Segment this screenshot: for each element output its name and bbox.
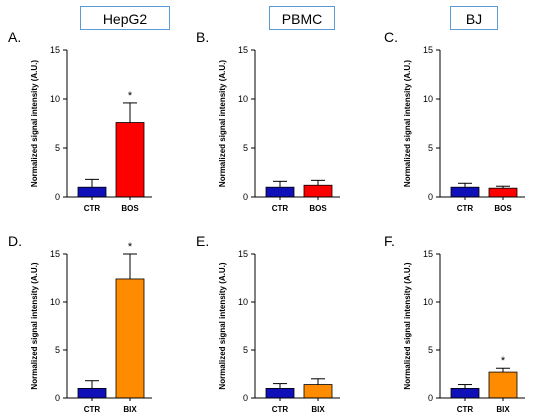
y-tick-label: 10 bbox=[50, 94, 60, 104]
y-tick-label: 10 bbox=[238, 94, 248, 104]
bar bbox=[488, 371, 518, 399]
y-tick-label: 10 bbox=[50, 297, 60, 307]
x-tick-label: BOS bbox=[121, 204, 139, 213]
y-tick-label: 5 bbox=[428, 345, 433, 355]
y-tick-label: 5 bbox=[243, 143, 248, 153]
y-axis-title: Normalized signal intensity (A.U.) bbox=[218, 60, 227, 187]
y-tick-label: 5 bbox=[428, 143, 433, 153]
y-tick-label: 15 bbox=[423, 249, 433, 259]
significance-marker: * bbox=[128, 241, 133, 253]
y-tick-label: 10 bbox=[238, 297, 248, 307]
x-tick-label: CTR bbox=[457, 405, 474, 414]
y-tick-label: 15 bbox=[50, 249, 60, 259]
panel-label: C. bbox=[384, 29, 398, 45]
x-tick-label: CTR bbox=[272, 204, 289, 213]
y-tick-label: 15 bbox=[238, 45, 248, 55]
column-header-bj: BJ bbox=[450, 6, 498, 30]
bar bbox=[488, 187, 518, 198]
y-tick-label: 0 bbox=[55, 192, 60, 202]
y-tick-label: 15 bbox=[50, 45, 60, 55]
y-axis-title: Normalized signal intensity (A.U.) bbox=[403, 262, 412, 389]
y-tick-label: 15 bbox=[423, 45, 433, 55]
y-tick-label: 10 bbox=[423, 94, 433, 104]
bar bbox=[265, 186, 295, 198]
bar bbox=[115, 278, 145, 399]
x-tick-label: CTR bbox=[84, 405, 101, 414]
column-header-pbmc: PBMC bbox=[269, 6, 335, 30]
y-tick-label: 0 bbox=[428, 393, 433, 403]
significance-marker: * bbox=[501, 355, 506, 367]
y-tick-label: 5 bbox=[243, 345, 248, 355]
bar bbox=[77, 387, 107, 399]
panel-label: B. bbox=[196, 29, 209, 45]
panel-label: A. bbox=[8, 29, 21, 45]
panel-label: D. bbox=[8, 233, 22, 249]
bar bbox=[303, 184, 333, 198]
x-tick-label: CTR bbox=[457, 204, 474, 213]
y-tick-label: 0 bbox=[428, 192, 433, 202]
y-axis-title: Normalized signal intensity (A.U.) bbox=[218, 262, 227, 389]
x-tick-label: BIX bbox=[496, 405, 510, 414]
bar bbox=[450, 387, 480, 399]
y-axis-title: Normalized signal intensity (A.U.) bbox=[30, 60, 39, 187]
bar bbox=[265, 387, 295, 399]
y-tick-label: 10 bbox=[423, 297, 433, 307]
y-tick-label: 5 bbox=[55, 143, 60, 153]
bar bbox=[77, 186, 107, 198]
bar bbox=[450, 186, 480, 198]
y-axis-title: Normalized signal intensity (A.U.) bbox=[30, 262, 39, 389]
x-tick-label: BIX bbox=[311, 405, 325, 414]
x-tick-label: BIX bbox=[123, 405, 137, 414]
x-tick-label: CTR bbox=[272, 405, 289, 414]
y-tick-label: 5 bbox=[55, 345, 60, 355]
y-axis-title: Normalized signal intensity (A.U.) bbox=[403, 60, 412, 187]
x-tick-label: BOS bbox=[309, 204, 327, 213]
bar bbox=[303, 384, 333, 399]
y-tick-label: 0 bbox=[55, 393, 60, 403]
x-tick-label: CTR bbox=[84, 204, 101, 213]
significance-marker: * bbox=[128, 90, 133, 102]
column-header-hepg2: HepG2 bbox=[80, 6, 170, 30]
y-tick-label: 15 bbox=[238, 249, 248, 259]
bar bbox=[115, 122, 145, 198]
x-tick-label: BOS bbox=[494, 204, 512, 213]
y-tick-label: 0 bbox=[243, 393, 248, 403]
y-tick-label: 0 bbox=[243, 192, 248, 202]
panel-label: E. bbox=[196, 233, 209, 249]
panel-label: F. bbox=[384, 233, 395, 249]
